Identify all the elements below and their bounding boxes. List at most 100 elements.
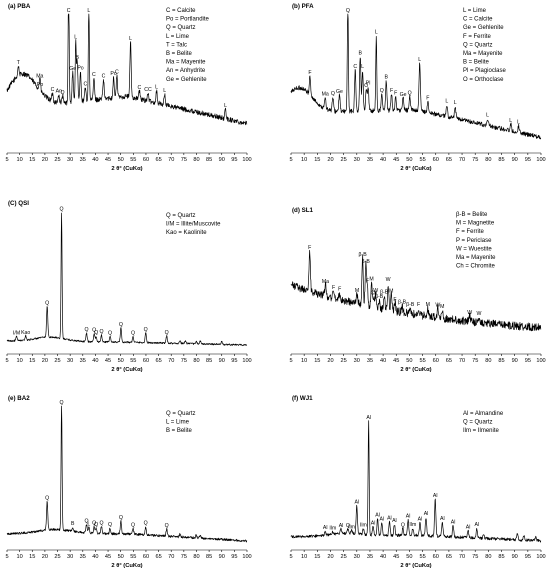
x-tick-label: 10 <box>301 157 307 163</box>
peak-label: F <box>394 91 397 97</box>
x-tick-label: 5 <box>5 157 8 163</box>
legend-entry: Al = Almandine <box>463 411 504 417</box>
peak-label: Q <box>99 329 103 335</box>
diffractogram-trace <box>290 420 542 543</box>
legend-entry: Ch = Chromite <box>456 264 496 270</box>
x-tick-label: 95 <box>231 554 237 560</box>
legend-entry: F = Ferrite <box>463 34 492 40</box>
peak-label: Al <box>406 514 411 520</box>
peak-label: B <box>71 521 75 527</box>
x-tick-label: 65 <box>446 157 452 163</box>
peak-label: C <box>353 64 357 70</box>
peak-label: Q <box>85 327 89 333</box>
x-tick-label: 20 <box>327 554 333 560</box>
peak-label: Q <box>144 520 148 526</box>
peak-label: Al <box>323 525 328 531</box>
x-tick-label: 65 <box>446 554 452 560</box>
x-tick-label: 20 <box>327 358 333 364</box>
peak-label: Po <box>77 65 83 71</box>
peak-label: C <box>51 87 55 93</box>
peak-label: W <box>476 311 481 317</box>
panel-title: (a) PBA <box>8 3 31 10</box>
x-tick-label: 60 <box>143 157 149 163</box>
x-tick-label: 20 <box>42 554 48 560</box>
x-tick-label: 70 <box>459 157 465 163</box>
x-tick-label: 20 <box>42 358 48 364</box>
panel-title: (C) QSI <box>8 200 29 207</box>
x-axis-label: 2 θ° (CuKα) <box>400 166 431 172</box>
x-tick-label: 100 <box>536 157 545 163</box>
legend-entry: O = Orthoclase <box>463 77 504 83</box>
x-tick-label: 75 <box>181 358 187 364</box>
peak-label: M <box>355 288 359 294</box>
legend-entry: B = Belite <box>166 51 193 57</box>
diffractogram-trace <box>290 249 542 332</box>
peak-label: L <box>224 103 227 109</box>
peak-label: Al <box>424 511 429 517</box>
peak-label: B <box>385 74 389 80</box>
diffractogram-trace <box>290 13 542 140</box>
x-tick-label: 30 <box>67 157 73 163</box>
x-tick-label: 10 <box>301 358 307 364</box>
x-tick-label: 75 <box>472 157 478 163</box>
peak-label: β-B <box>380 290 389 296</box>
peak-label: Q <box>408 90 412 96</box>
legend-entry: B = Belite <box>463 60 490 66</box>
legend-entry: Q = Quartz <box>166 25 196 31</box>
x-tick-label: 45 <box>105 157 111 163</box>
peak-label: F <box>308 245 311 251</box>
peak-label: Q <box>92 327 96 333</box>
x-tick-label: 90 <box>219 554 225 560</box>
x-tick-label: 90 <box>512 157 518 163</box>
x-tick-label: 75 <box>181 157 187 163</box>
x-tick-label: 40 <box>380 358 386 364</box>
peak-label: F <box>308 70 311 76</box>
panel-title: (b) PFA <box>292 3 314 10</box>
legend-entry: C = Calcite <box>166 8 196 14</box>
legend-entry: P = Periclase <box>456 238 492 244</box>
peak-label: Kao <box>21 330 30 336</box>
x-tick-label: 80 <box>193 554 199 560</box>
legend-entry: Pl = Plagioclase <box>463 68 507 74</box>
peak-label: Al <box>392 518 397 524</box>
peak-label: L <box>87 521 90 527</box>
peak-label: Q <box>119 322 123 328</box>
peak-label: L <box>129 36 132 42</box>
x-tick-label: 70 <box>168 554 174 560</box>
peak-label: Q <box>60 206 64 212</box>
peak-label: Ma <box>322 92 329 98</box>
x-tick-label: 75 <box>181 554 187 560</box>
x-tick-label: 35 <box>367 157 373 163</box>
x-tick-label: 70 <box>459 358 465 364</box>
peak-label: Al <box>371 521 376 527</box>
x-axis-label: 2 θ° (CuKα) <box>111 166 142 172</box>
x-tick-label: 30 <box>67 554 73 560</box>
x-tick-label: 55 <box>130 554 136 560</box>
x-axis-label: 2 θ° (CuKα) <box>400 563 431 569</box>
peak-label: M <box>389 288 393 294</box>
legend-entry: Ilm = Ilmenite <box>463 428 500 434</box>
peak-label: β-B <box>398 300 407 306</box>
x-tick-label: 75 <box>472 554 478 560</box>
peak-label: β-B <box>362 259 371 265</box>
x-tick-label: 50 <box>406 554 412 560</box>
legend-entry: T = Talc <box>166 42 187 48</box>
peak-label: W <box>386 277 391 283</box>
x-tick-label: 40 <box>92 358 98 364</box>
x-tick-label: 55 <box>130 358 136 364</box>
x-tick-label: 10 <box>17 157 23 163</box>
peak-label: L <box>163 88 166 94</box>
x-tick-label: 85 <box>206 554 212 560</box>
peak-label: Po <box>37 82 43 88</box>
peak-label: Al <box>440 516 445 522</box>
peak-label: Ge <box>400 92 407 98</box>
x-tick-label: 85 <box>498 157 504 163</box>
xrd-panel-2: (b) PFA L = Lime C = Calcite Ge = Gehlenite… <box>289 3 545 172</box>
x-tick-label: 95 <box>231 157 237 163</box>
x-tick-label: 60 <box>433 554 439 560</box>
legend-entry: F = Ferrite <box>456 229 485 235</box>
peak-label: Al <box>474 522 479 528</box>
peak-label: Q <box>94 330 98 336</box>
peak-label: L <box>375 29 378 35</box>
